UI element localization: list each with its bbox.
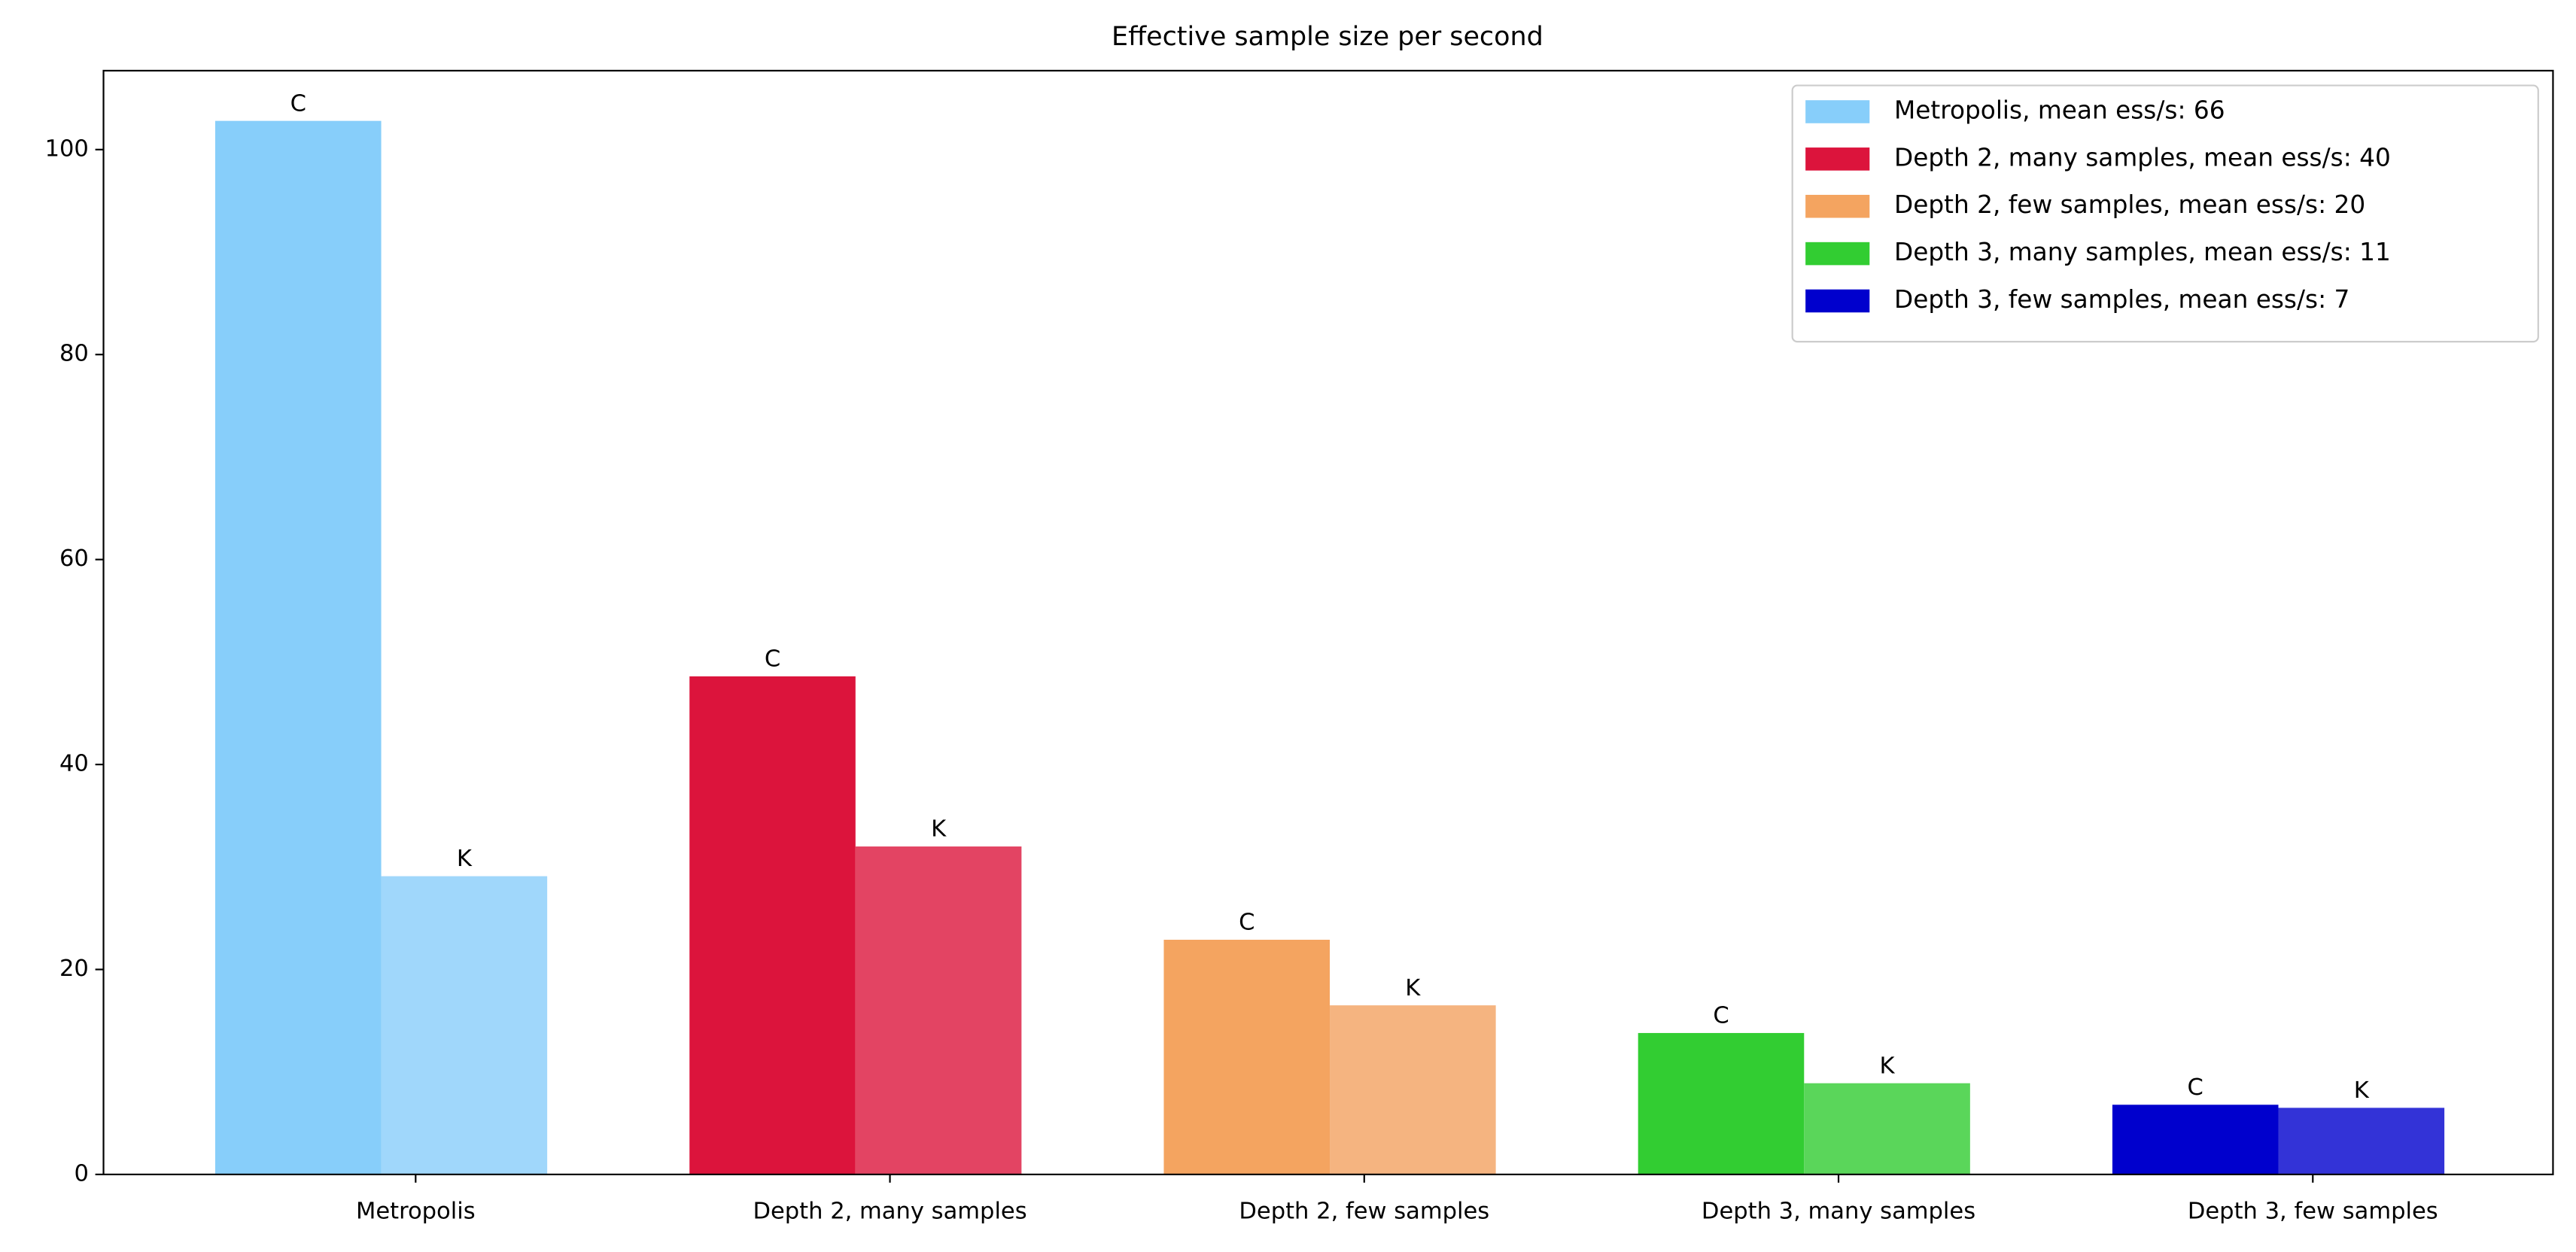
bar-label: K	[1405, 975, 1421, 1001]
bar-label: C	[765, 646, 780, 673]
bar-label: K	[457, 846, 473, 872]
bar	[855, 846, 1022, 1175]
legend-swatch	[1805, 147, 1870, 171]
y-tick-label: 40	[59, 751, 89, 777]
legend-box	[1791, 84, 2539, 343]
legend-swatch	[1805, 289, 1870, 313]
bar-label: K	[1880, 1053, 1896, 1079]
legend-swatch	[1805, 242, 1870, 266]
chart-title: Effective sample size per second	[1112, 22, 1543, 52]
bar	[1163, 939, 1331, 1175]
x-tick-label: Depth 3, few samples	[2188, 1199, 2438, 1225]
legend-label: Depth 3, many samples, mean ess/s: 11	[1894, 238, 2391, 266]
bar	[689, 676, 856, 1175]
legend-label: Depth 2, few samples, mean ess/s: 20	[1894, 190, 2365, 219]
legend-label: Metropolis, mean ess/s: 66	[1894, 96, 2225, 124]
bar	[381, 876, 548, 1175]
x-tick-label: Depth 2, few samples	[1239, 1199, 1489, 1225]
bar	[1804, 1083, 1970, 1175]
x-tick-label: Metropolis	[356, 1199, 476, 1225]
bar-label: C	[2188, 1074, 2203, 1101]
y-tick-label: 20	[59, 956, 89, 982]
bar	[1330, 1005, 1496, 1175]
y-tick-label: 60	[59, 545, 89, 572]
bar-label: K	[2354, 1077, 2370, 1104]
legend-swatch	[1805, 100, 1870, 123]
bar-label: C	[1239, 910, 1255, 936]
axes-frame	[102, 69, 2554, 1176]
bar	[214, 120, 382, 1175]
bar	[1638, 1032, 1805, 1175]
y-tick-label: 100	[45, 135, 89, 162]
x-tick-label: Depth 3, many samples	[1702, 1199, 1975, 1225]
bar-label: C	[290, 90, 306, 117]
y-tick-label: 0	[74, 1160, 88, 1187]
legend-label: Depth 3, few samples, mean ess/s: 7	[1894, 285, 2349, 314]
y-tick-label: 80	[59, 341, 89, 367]
bar-label: K	[931, 816, 947, 843]
bar	[2278, 1108, 2445, 1175]
legend-swatch	[1805, 194, 1870, 218]
bar	[2112, 1105, 2279, 1175]
legend-label: Depth 2, many samples, mean ess/s: 40	[1894, 143, 2391, 172]
bar-label: C	[1713, 1003, 1729, 1029]
x-tick-label: Depth 2, many samples	[753, 1199, 1026, 1225]
